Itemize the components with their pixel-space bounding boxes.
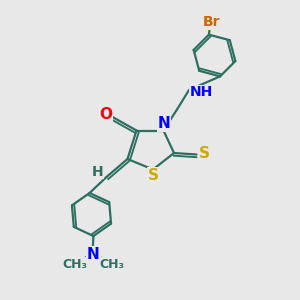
Text: O: O	[99, 107, 112, 122]
Text: S: S	[148, 168, 159, 183]
Text: Br: Br	[202, 15, 220, 29]
Text: N: N	[158, 116, 170, 131]
Text: NH: NH	[190, 85, 213, 99]
Text: CH₃: CH₃	[100, 258, 124, 271]
Text: H: H	[92, 165, 103, 178]
Text: N: N	[87, 247, 100, 262]
Text: CH₃: CH₃	[62, 258, 87, 271]
Text: S: S	[199, 146, 209, 161]
